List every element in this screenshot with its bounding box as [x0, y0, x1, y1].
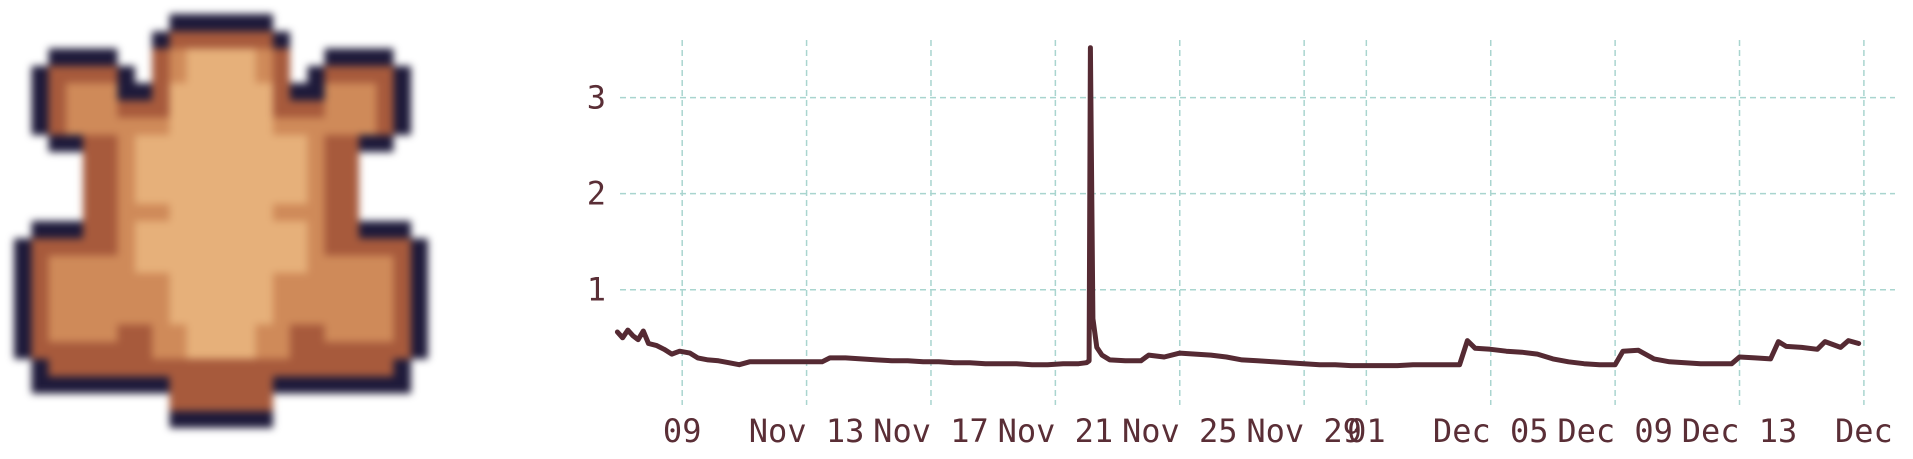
turtle-sprite-icon [14, 14, 428, 428]
x-tick-label: Nov 17 [873, 412, 989, 450]
y-tick-label: 3 [587, 79, 606, 117]
x-tick-label: Nov 13 [749, 412, 865, 450]
x-tick-label: Nov 25 [1122, 412, 1238, 450]
x-tick-label: Nov 29 [1246, 412, 1362, 450]
y-tick-label: 2 [587, 175, 606, 213]
x-tick-label: Nov 21 [998, 412, 1114, 450]
y-axis-tick-labels: 1 2 3 [587, 79, 606, 309]
x-tick-label: Dec [1835, 412, 1893, 450]
x-tick-label: Dec 05 [1433, 412, 1549, 450]
series-group [614, 45, 1862, 369]
x-tick-label: Dec 09 [1557, 412, 1673, 450]
series-line [614, 45, 1862, 369]
x-tick-label: 01 [1347, 412, 1386, 450]
x-tick-label: 09 [663, 412, 702, 450]
sprite-shell-light [134, 48, 308, 359]
x-tick-label: Dec 13 [1682, 412, 1798, 450]
y-tick-label: 1 [587, 271, 606, 309]
grid [620, 40, 1895, 405]
